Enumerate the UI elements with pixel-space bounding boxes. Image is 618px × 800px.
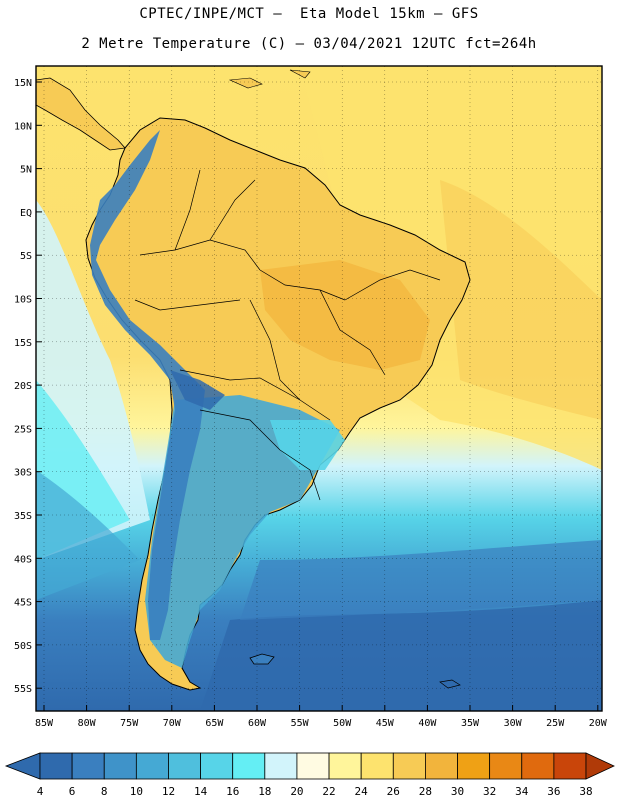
lat-label: 55S xyxy=(14,684,32,695)
colorbar-swatch xyxy=(457,752,491,780)
latitude-labels: 15N 10N 5N EQ 5S 10S 15S 20S 25S 30S 35S 40S 45S 50S 5… xyxy=(14,78,42,695)
falkland-islands xyxy=(249,653,275,665)
lon-label: 50W xyxy=(333,718,352,729)
southern-ocean-cold xyxy=(200,600,602,711)
pacific-cold-zone-2 xyxy=(36,470,140,600)
lon-label: 60W xyxy=(248,718,267,729)
lat-label: 20S xyxy=(14,381,32,392)
lon-label: 75W xyxy=(120,718,139,729)
colorbar-swatch xyxy=(264,752,298,780)
lat-label: 40S xyxy=(14,554,32,565)
lon-label: 40W xyxy=(418,718,437,729)
colorbar-label: 10 xyxy=(130,785,143,798)
lat-label: 10N xyxy=(14,121,32,132)
southern-cone-cool-land xyxy=(145,395,340,668)
map-title-line1: CPTEC/INPE/MCT – Eta Model 15km – GFS xyxy=(139,6,479,22)
lat-label: 5N xyxy=(20,165,32,176)
lat-label: EQ xyxy=(20,208,32,219)
colorbar-swatch xyxy=(168,752,201,780)
colorbar-label: 36 xyxy=(547,785,560,798)
colorbar-low-arrow xyxy=(4,752,41,780)
colorbar-swatch xyxy=(232,752,266,780)
colorbar-label: 20 xyxy=(290,785,303,798)
lon-label: 65W xyxy=(205,718,224,729)
colorbar-label: 32 xyxy=(483,785,496,798)
lon-label: 55W xyxy=(291,718,310,729)
altiplano-cold xyxy=(170,370,225,410)
colorbar-label: 18 xyxy=(258,785,271,798)
lat-label: 15N xyxy=(14,78,32,89)
colorbar-label: 28 xyxy=(419,785,432,798)
andes-cold-band xyxy=(90,130,205,640)
lat-label: 50S xyxy=(14,641,32,652)
colorbar-swatch xyxy=(135,752,169,780)
colorbar-label: 38 xyxy=(579,785,592,798)
colorbar-swatch xyxy=(360,752,394,780)
colorbar-swatch xyxy=(392,752,426,780)
lon-label: 45W xyxy=(376,718,395,729)
uruguay-region-cool xyxy=(270,420,345,470)
colorbar-swatch xyxy=(103,752,137,780)
lon-label: 70W xyxy=(163,718,182,729)
colorbar-label: 4 xyxy=(37,785,44,798)
central-america-land xyxy=(36,77,126,151)
lon-label: 85W xyxy=(35,718,54,729)
colorbar-label: 6 xyxy=(69,785,76,798)
lon-label: 25W xyxy=(546,718,565,729)
colorbar-high-arrow xyxy=(585,752,615,780)
caribbean-island-2 xyxy=(289,69,311,79)
map-frame xyxy=(35,65,603,712)
lon-label: 20W xyxy=(589,718,608,729)
longitude-labels: 85W 80W 75W 70W 65W 60W 55W 50W 45W 40W 35W 30W 25W 2… xyxy=(35,705,608,729)
colorbar-swatch xyxy=(553,752,587,780)
map-title-line2: 2 Metre Temperature (C) – 03/04/2021 12U… xyxy=(81,36,537,52)
colorbar-label: 24 xyxy=(355,785,369,798)
country-borders xyxy=(134,169,441,501)
colorbar-label: 34 xyxy=(515,785,529,798)
lon-label: 35W xyxy=(461,718,480,729)
colorbar-swatch xyxy=(39,752,73,780)
lat-label: 5S xyxy=(20,251,32,262)
colorbar-label: 16 xyxy=(226,785,239,798)
lat-label: 30S xyxy=(14,468,32,479)
map-plot-area xyxy=(36,66,602,711)
colorbar-swatch xyxy=(521,752,555,780)
colorbar-label: 26 xyxy=(387,785,400,798)
lat-label: 45S xyxy=(14,598,32,609)
colorbar-swatch xyxy=(425,752,458,780)
colorbar: 4 6 8 10 12 14 16 18 20 22 24 26 28 30 32 34 36 38 xyxy=(4,752,615,798)
colorbar-swatch xyxy=(328,752,362,780)
colorbar-label: 14 xyxy=(194,785,208,798)
colorbar-label: 8 xyxy=(101,785,108,798)
colorbar-swatch xyxy=(296,752,330,780)
colorbar-swatch xyxy=(489,752,523,780)
equatorial-warm-band xyxy=(440,180,602,420)
colorbar-swatch xyxy=(200,752,234,780)
caribbean-island xyxy=(228,77,263,89)
lon-label: 80W xyxy=(78,718,97,729)
lon-label: 30W xyxy=(504,718,523,729)
lat-label: 35S xyxy=(14,511,32,522)
colorbar-label: 12 xyxy=(162,785,175,798)
colorbar-swatch xyxy=(71,752,105,780)
colorbar-label: 22 xyxy=(322,785,335,798)
lat-label: 25S xyxy=(14,424,32,435)
colorbar-label: 30 xyxy=(451,785,464,798)
lat-label: 10S xyxy=(14,295,32,306)
lat-label: 15S xyxy=(14,338,32,349)
southern-ocean-mid xyxy=(240,540,602,620)
south-georgia xyxy=(439,679,461,689)
